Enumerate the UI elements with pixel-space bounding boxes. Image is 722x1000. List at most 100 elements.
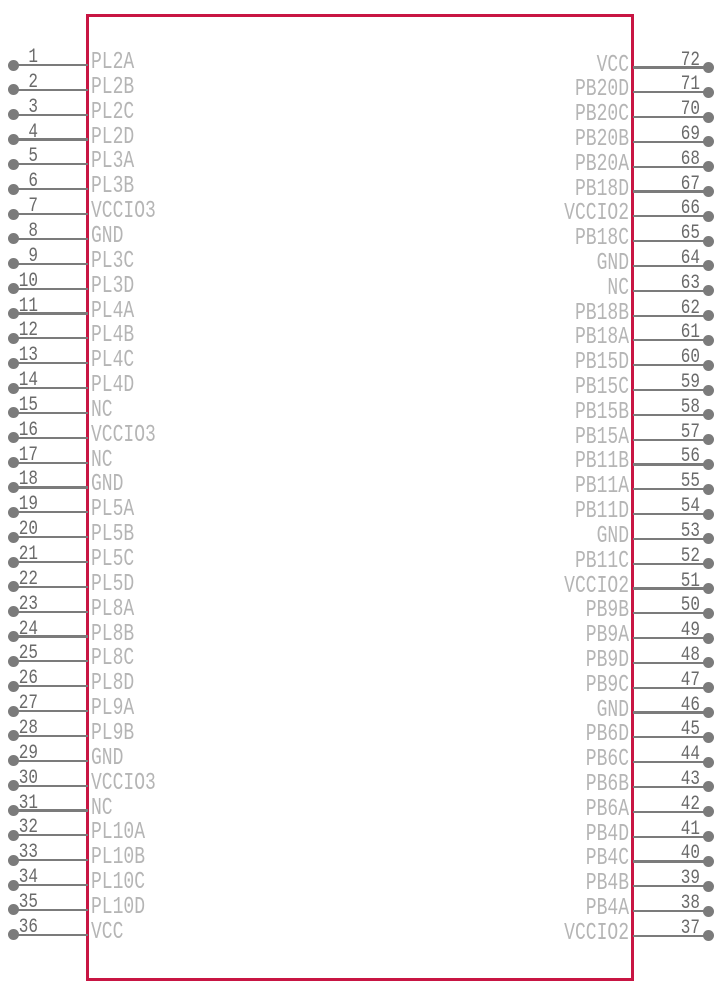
pin-label: PB9D <box>585 646 629 674</box>
pin-dot <box>702 682 714 694</box>
pin-lead-line <box>633 66 708 69</box>
pin-dot <box>702 533 714 545</box>
pin-label: PL10D <box>91 893 146 921</box>
pin-number: 63 <box>680 271 700 295</box>
pin-dot <box>702 707 714 719</box>
pin-label: PL10C <box>91 869 146 897</box>
pin-number: 36 <box>18 915 38 939</box>
pin-lead-line <box>13 809 88 812</box>
pin-lead-line <box>13 486 88 489</box>
pin-dot <box>702 161 714 173</box>
pin-label: PB4B <box>585 870 629 898</box>
pin-number: 16 <box>18 418 38 442</box>
pin-label: PB18C <box>574 225 629 253</box>
pin-label: PL4A <box>91 297 135 325</box>
pin-number: 42 <box>680 792 700 816</box>
pin-lead-line <box>13 386 88 390</box>
pin-label: NC <box>91 396 113 424</box>
pin-lead-line <box>633 761 708 764</box>
pin-number: 47 <box>680 668 700 692</box>
pin-lead-line <box>633 364 708 367</box>
pin-number: 52 <box>680 544 700 568</box>
pin-number: 41 <box>680 817 700 841</box>
pin-lead-line <box>13 63 88 67</box>
pin-lead-line <box>13 734 88 738</box>
pin-dot <box>702 483 714 495</box>
pin-lead-line <box>13 759 88 762</box>
pin-lead-line <box>633 711 708 714</box>
pin-lead-line <box>633 264 708 268</box>
pin-number: 55 <box>680 470 700 494</box>
pin-lead-line <box>633 885 708 888</box>
pin-dot <box>702 359 714 371</box>
pin-dot <box>702 880 714 892</box>
pin-dot <box>702 334 714 346</box>
pin-number: 6 <box>28 170 38 194</box>
pin-label: GND <box>91 222 124 250</box>
pin-number: 59 <box>680 371 700 395</box>
pin-lead-line <box>633 388 708 392</box>
pin-lead-line <box>13 436 88 439</box>
pin-lead-line <box>633 413 708 416</box>
pin-label: PB9C <box>585 671 629 699</box>
pin-dot <box>702 384 714 396</box>
pin-dot <box>702 731 714 743</box>
pin-dot <box>702 558 714 570</box>
pin-label: GND <box>596 696 629 724</box>
pin-label: VCCIO3 <box>91 198 156 226</box>
pin-number: 7 <box>28 195 38 219</box>
pin-label: PL2C <box>91 98 135 126</box>
pin-label: PB15C <box>574 374 629 402</box>
pin-label: PL4B <box>91 322 135 350</box>
pin-lead-line <box>633 587 708 590</box>
pin-number: 15 <box>18 393 38 417</box>
pin-label: PL3C <box>91 247 135 275</box>
pin-dot <box>702 657 714 669</box>
pin-label: VCCIO2 <box>564 572 629 600</box>
pin-number: 50 <box>680 594 700 618</box>
pin-label: PB4A <box>585 895 629 923</box>
pin-number: 56 <box>680 445 700 469</box>
pin-number: 21 <box>18 543 38 566</box>
pin-lead-line <box>633 810 708 813</box>
pin-label: PL9B <box>91 719 135 747</box>
pin-lead-line <box>13 660 88 663</box>
pin-lead-line <box>13 262 88 265</box>
pin-lead-line <box>633 314 708 317</box>
pin-number: 72 <box>680 48 700 72</box>
pin-lead-line <box>633 116 708 119</box>
pin-label: PB11D <box>574 498 629 526</box>
pin-label: GND <box>91 471 124 499</box>
pin-lead-line <box>633 488 708 491</box>
pin-number: 70 <box>680 98 700 122</box>
pin-lead-line <box>13 933 88 936</box>
pin-number: 66 <box>680 197 700 221</box>
pin-lead-line <box>13 610 88 613</box>
pin-number: 67 <box>680 172 700 196</box>
pin-lead-line <box>633 91 708 94</box>
pin-label: PB6C <box>585 746 629 774</box>
pin-number: 48 <box>680 643 700 667</box>
pin-lead-line <box>633 736 708 739</box>
chip-body-outline <box>86 14 634 981</box>
pin-label: PB6A <box>585 795 629 823</box>
pin-lead-line <box>633 909 708 913</box>
pin-number: 37 <box>680 916 700 940</box>
pin-label: PB11B <box>574 448 629 476</box>
pin-number: 33 <box>18 841 38 865</box>
pin-label: PL2A <box>91 49 135 76</box>
pin-number: 39 <box>680 867 700 891</box>
pin-lead-line <box>13 213 88 216</box>
pin-label: NC <box>91 446 113 474</box>
pin-number: 54 <box>680 495 700 519</box>
pin-lead-line <box>633 165 708 168</box>
pin-number: 71 <box>680 73 700 97</box>
pin-number: 53 <box>680 519 700 543</box>
pin-label: VCC <box>91 918 124 946</box>
pin-lead-line <box>633 512 708 516</box>
pin-label: PL4D <box>91 372 135 400</box>
pin-label: PB20D <box>574 76 629 104</box>
pin-number: 25 <box>18 642 38 666</box>
pin-lead-line <box>13 88 88 91</box>
